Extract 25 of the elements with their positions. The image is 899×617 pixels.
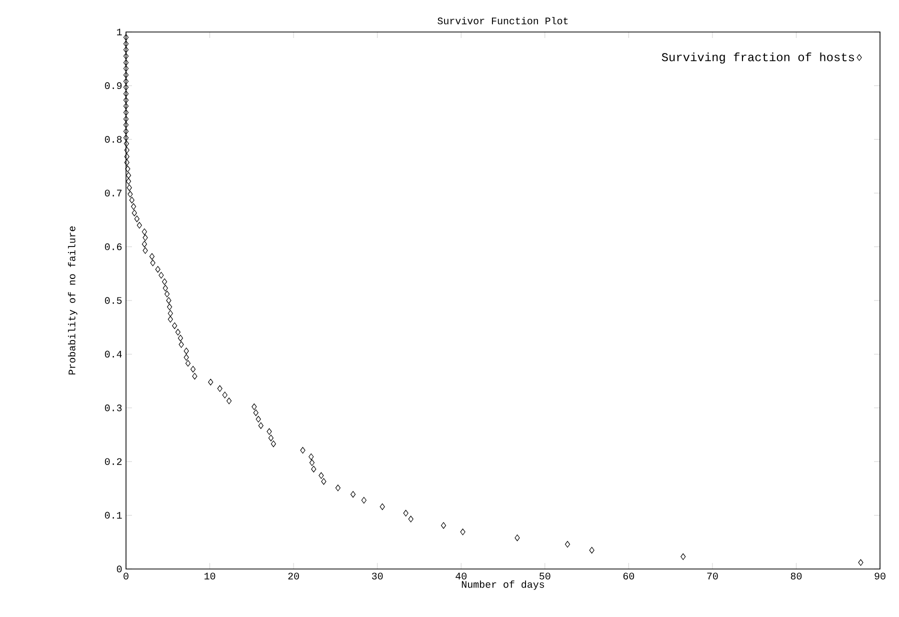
y-tick-label: 0.9: [104, 82, 122, 90]
y-tick-label: 0.3: [104, 404, 122, 412]
y-axis-title: Probability of no failure: [68, 226, 78, 374]
x-tick-label: 0: [124, 572, 128, 580]
x-tick-label: 50: [540, 572, 550, 580]
y-tick-label: 0.8: [104, 136, 122, 143]
x-tick-label: 10: [204, 572, 216, 580]
chart-title: Survivor Function Plot: [438, 16, 568, 24]
legend-label: Surviving fraction of hosts: [662, 52, 854, 64]
x-tick-label: 20: [288, 572, 299, 580]
x-axis-title: Number of days: [462, 580, 544, 590]
x-tick-label: 60: [623, 572, 634, 580]
x-tick-label: 70: [707, 572, 718, 580]
y-tick-label: 0.4: [104, 350, 122, 358]
x-tick-label: 80: [790, 572, 802, 580]
y-tick-label: 0.6: [104, 243, 122, 250]
y-tick-label: 0.1: [104, 512, 122, 519]
y-tick-label: 0: [116, 566, 122, 572]
y-tick-label: 0.2: [104, 458, 122, 465]
x-tick-label: 90: [874, 572, 886, 580]
x-tick-label: 30: [372, 572, 383, 580]
y-tick-label: 0.7: [104, 190, 122, 196]
x-tick-label: 40: [456, 572, 466, 580]
y-tick-label: 1: [117, 28, 122, 36]
y-tick-label: 0.5: [104, 297, 122, 304]
